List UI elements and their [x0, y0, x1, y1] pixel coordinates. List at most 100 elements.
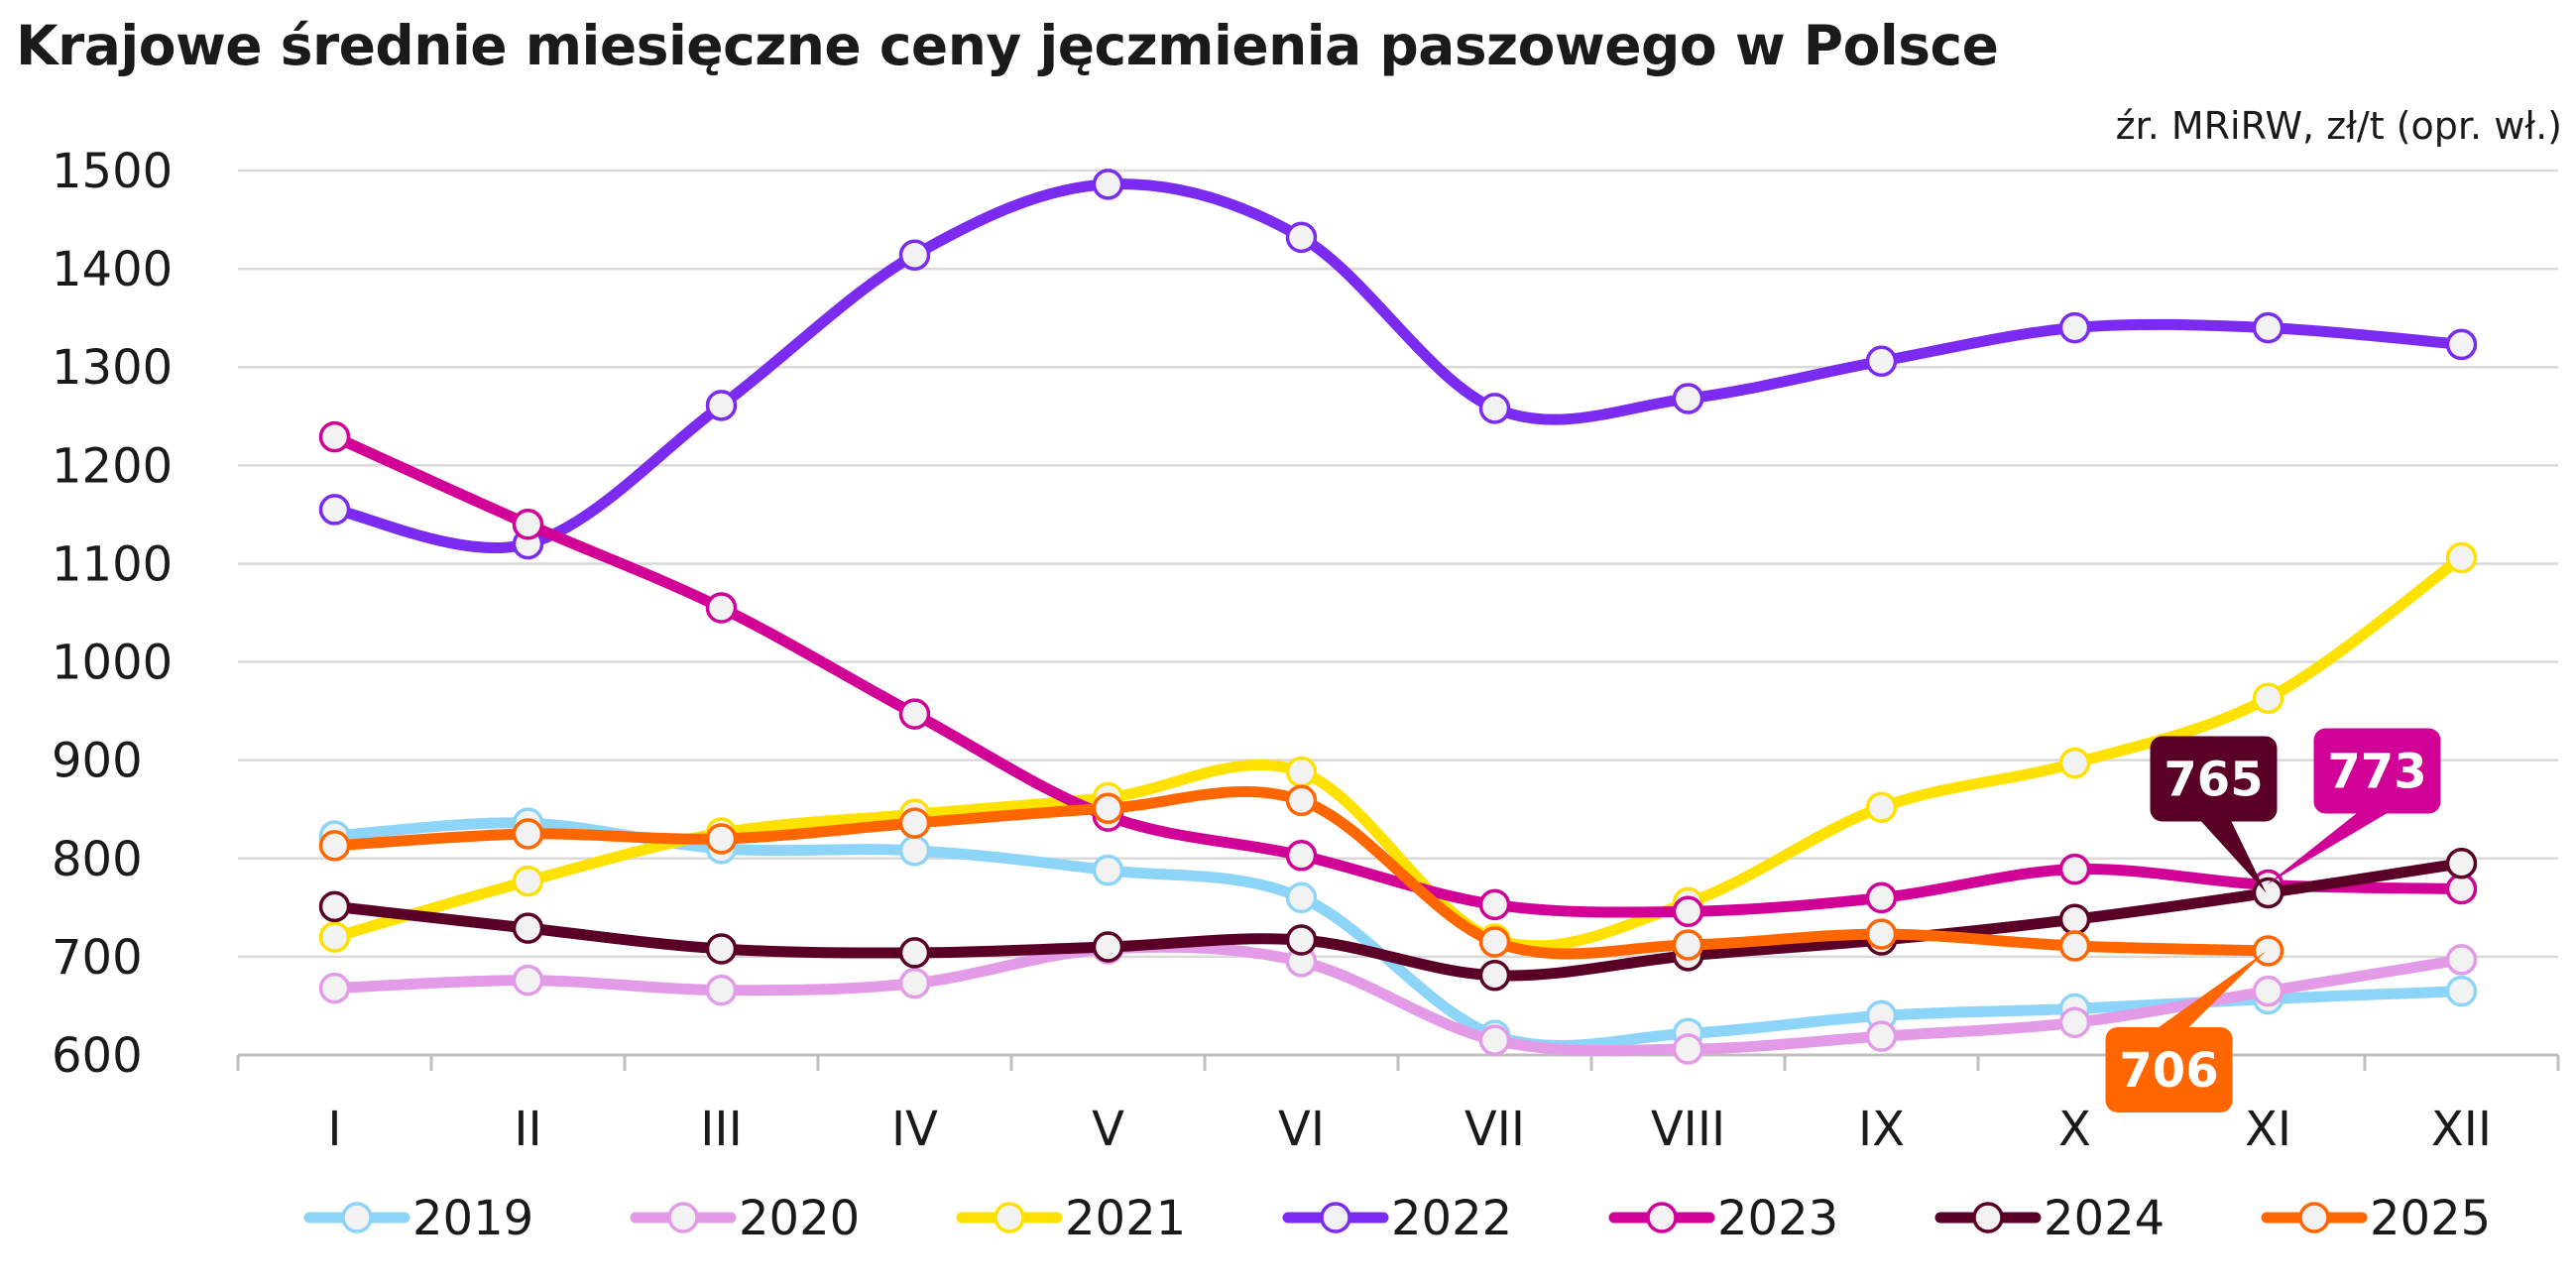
data-point [705, 823, 738, 855]
legend-swatch-marker [1972, 1202, 2004, 1233]
x-tick-label: VI [1278, 1102, 1325, 1157]
series-lines [318, 169, 2478, 1065]
y-tick-label: 600 [52, 1028, 143, 1084]
legend-item-2023[interactable]: 2023 [1608, 1191, 1838, 1246]
x-tick-label: III [700, 1102, 742, 1157]
data-point [2252, 682, 2284, 714]
callout-pointer [2197, 817, 2267, 893]
y-tick-label: 1300 [52, 340, 173, 396]
data-point [2445, 873, 2478, 905]
data-point [1285, 756, 1318, 788]
chart-source-note: źr. MRiRW, zł/t (opr. wł.) [2115, 104, 2562, 148]
data-point [2252, 935, 2284, 967]
data-point [705, 933, 738, 965]
callout-box [2313, 728, 2441, 814]
data-point [1092, 169, 1124, 200]
data-point [318, 890, 351, 923]
legend-label: 2020 [739, 1191, 860, 1246]
legend-item-2019[interactable]: 2019 [303, 1191, 533, 1246]
data-point [2058, 853, 2091, 885]
data-point [1478, 1024, 1511, 1056]
y-tick-label: 800 [52, 832, 143, 887]
callout-2024: 765 [2150, 736, 2278, 893]
x-tick-label: IX [1858, 1102, 1905, 1157]
data-point [898, 807, 931, 839]
x-tick-label: VII [1464, 1102, 1525, 1157]
legend-item-2022[interactable]: 2022 [1282, 1191, 1512, 1246]
data-point [1478, 393, 1511, 424]
data-point [318, 972, 351, 1004]
data-point [1285, 924, 1318, 956]
series-line-2024 [329, 858, 2467, 982]
data-point [318, 420, 351, 453]
data-point [898, 967, 931, 999]
series-2025 [318, 784, 2284, 967]
x-tick-label: IV [891, 1102, 938, 1157]
legend: 2019 2020 2021 2022 2023 2024 2025 [303, 1191, 2491, 1246]
x-tick-label: VIII [1651, 1102, 1725, 1157]
callout-2025: 706 [2105, 950, 2267, 1112]
legend-item-2024[interactable]: 2024 [1934, 1191, 2165, 1246]
series-2022 [318, 169, 2478, 560]
data-point [1865, 881, 1898, 914]
legend-label: 2025 [2370, 1191, 2491, 1246]
data-point [1865, 345, 1898, 378]
x-tick-label: XII [2431, 1102, 2492, 1157]
x-tick-label: V [1092, 1102, 1124, 1157]
callout-2023: 773 [2266, 728, 2441, 885]
data-point [1092, 931, 1124, 963]
data-point [1865, 918, 1898, 950]
chart-title: Krajowe średnie miesięczne ceny jęczmien… [16, 14, 1999, 77]
series-2023 [318, 420, 2478, 928]
data-point [1672, 383, 1704, 414]
legend-swatch-marker [1320, 1202, 1351, 1233]
legend-swatch-marker [2298, 1202, 2330, 1233]
data-point [318, 921, 351, 953]
data-point [1478, 959, 1511, 992]
callout-label: 773 [2327, 745, 2426, 800]
legend-item-2021[interactable]: 2021 [956, 1191, 1186, 1246]
legend-item-2020[interactable]: 2020 [630, 1191, 860, 1246]
data-point [1285, 881, 1318, 914]
callout-box [2105, 1026, 2233, 1112]
y-tick-label: 700 [52, 930, 143, 986]
legend-label: 2019 [412, 1191, 533, 1246]
data-point [512, 912, 544, 944]
data-point [705, 592, 738, 624]
data-point [1478, 888, 1511, 921]
legend-item-2025[interactable]: 2025 [2261, 1191, 2491, 1246]
data-point [1285, 784, 1318, 817]
annotations: 765 773 706 [2105, 728, 2441, 1112]
data-point [898, 239, 931, 271]
legend-swatch-marker [341, 1202, 373, 1233]
legend-label: 2023 [1717, 1191, 1838, 1246]
x-axis: I II III IV V VI VII VIII IX X XI XII [236, 1053, 2560, 1157]
data-point [705, 390, 738, 421]
legend-swatch-marker [994, 1202, 1025, 1233]
data-point [2058, 903, 2091, 935]
data-point [2445, 975, 2478, 1007]
data-point [1092, 792, 1124, 824]
data-point [512, 509, 544, 540]
data-point [1285, 221, 1318, 254]
callout-box [2150, 736, 2278, 822]
y-tick-label: 1100 [52, 536, 173, 592]
y-axis: 600 700 800 900 1000 1100 1200 1300 1400 1500 [52, 144, 173, 1084]
callout-label: 765 [2164, 752, 2263, 807]
data-point [2445, 847, 2478, 879]
x-tick-label: XI [2245, 1102, 2291, 1157]
series-2024 [318, 847, 2478, 992]
x-tick-label: II [514, 1102, 541, 1157]
y-tick-label: 900 [52, 734, 143, 789]
data-point [1285, 840, 1318, 872]
y-tick-label: 1400 [52, 242, 173, 297]
x-tick-label: X [2058, 1102, 2091, 1157]
data-point [1672, 895, 1704, 928]
data-point [2445, 944, 2478, 976]
data-point [2058, 1006, 2091, 1039]
legend-swatch-marker [1646, 1202, 1678, 1233]
data-point [318, 830, 351, 862]
data-point [1092, 854, 1124, 886]
data-point [2252, 975, 2284, 1007]
data-point [318, 494, 351, 526]
